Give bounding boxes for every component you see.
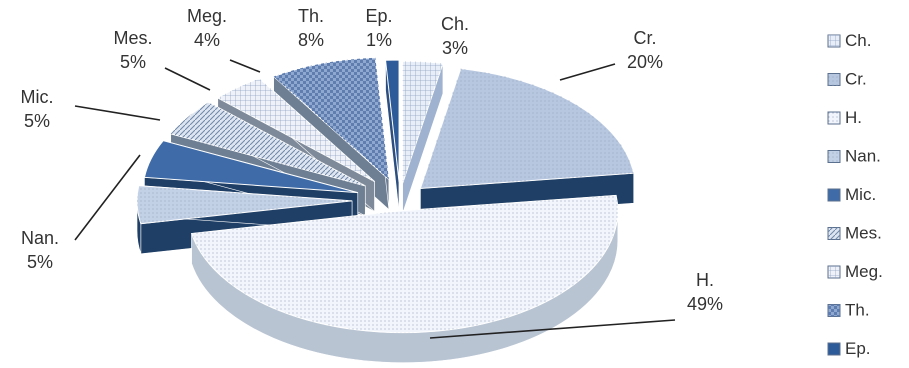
pie-slice-cr bbox=[419, 68, 635, 190]
legend-item-ch: Ch. bbox=[827, 31, 871, 50]
leader-line-nan bbox=[74, 154, 141, 241]
pie-slice-ch bbox=[402, 60, 444, 184]
pie-slice-mic bbox=[143, 140, 358, 194]
legend-item-meg: Meg. bbox=[827, 262, 883, 281]
data-label-ch-name: Ch. bbox=[441, 14, 469, 34]
data-label-ep-percent: 1% bbox=[366, 30, 392, 50]
legend-item-th: Th. bbox=[827, 301, 870, 320]
leader-line-cr bbox=[559, 63, 616, 81]
legend-label-mes: Mes. bbox=[845, 224, 882, 243]
pie-slice-h bbox=[190, 194, 619, 334]
legend-label-h: H. bbox=[845, 108, 862, 127]
legend-item-mic: Mic. bbox=[827, 185, 876, 204]
legend-label-mic: Mic. bbox=[845, 185, 876, 204]
data-label-mic-percent: 5% bbox=[24, 111, 50, 131]
legend-item-cr: Cr. bbox=[827, 70, 867, 89]
legend-label-th: Th. bbox=[845, 301, 870, 320]
legend-label-nan: Nan. bbox=[845, 147, 881, 166]
data-label-meg-name: Meg. bbox=[187, 6, 227, 26]
pie-slice-ep bbox=[385, 59, 400, 183]
leader-line-h bbox=[429, 319, 676, 339]
legend-swatch-ep bbox=[827, 342, 841, 356]
legend-item-h: H. bbox=[827, 108, 862, 127]
data-label-ch-percent: 3% bbox=[442, 38, 468, 58]
data-label-h-percent: 49% bbox=[687, 294, 723, 314]
data-label-cr-name: Cr. bbox=[633, 28, 656, 48]
pie-slice-th bbox=[272, 57, 390, 181]
legend-swatch-mic bbox=[827, 188, 841, 202]
legend-item-ep: Ep. bbox=[827, 339, 871, 358]
data-label-ep-name: Ep. bbox=[365, 6, 392, 26]
data-label-nan-percent: 5% bbox=[27, 252, 53, 272]
legend-label-ch: Ch. bbox=[845, 31, 871, 50]
data-label-mic-name: Mic. bbox=[21, 87, 54, 107]
leader-line-meg bbox=[229, 59, 261, 73]
pie-slice-nan bbox=[136, 185, 353, 225]
data-label-nan-name: Nan. bbox=[21, 228, 59, 248]
data-label-cr-percent: 20% bbox=[627, 52, 663, 72]
legend-item-nan: Nan. bbox=[827, 147, 881, 166]
data-label-meg-percent: 4% bbox=[194, 30, 220, 50]
legend-item-mes: Mes. bbox=[827, 224, 882, 243]
legend-label-meg: Meg. bbox=[845, 262, 883, 281]
data-label-h-name: H. bbox=[696, 270, 714, 290]
data-label-mes-percent: 5% bbox=[120, 52, 146, 72]
data-label-th-name: Th. bbox=[298, 6, 324, 26]
legend-label-cr: Cr. bbox=[845, 70, 867, 89]
data-label-mes-name: Mes. bbox=[113, 28, 152, 48]
pie-slice-mes bbox=[169, 101, 366, 187]
data-label-th-percent: 8% bbox=[298, 30, 324, 50]
legend-label-ep: Ep. bbox=[845, 339, 871, 358]
leader-line-mic bbox=[74, 105, 161, 121]
pie-slice-meg bbox=[216, 77, 375, 182]
leader-line-mes bbox=[164, 67, 211, 91]
